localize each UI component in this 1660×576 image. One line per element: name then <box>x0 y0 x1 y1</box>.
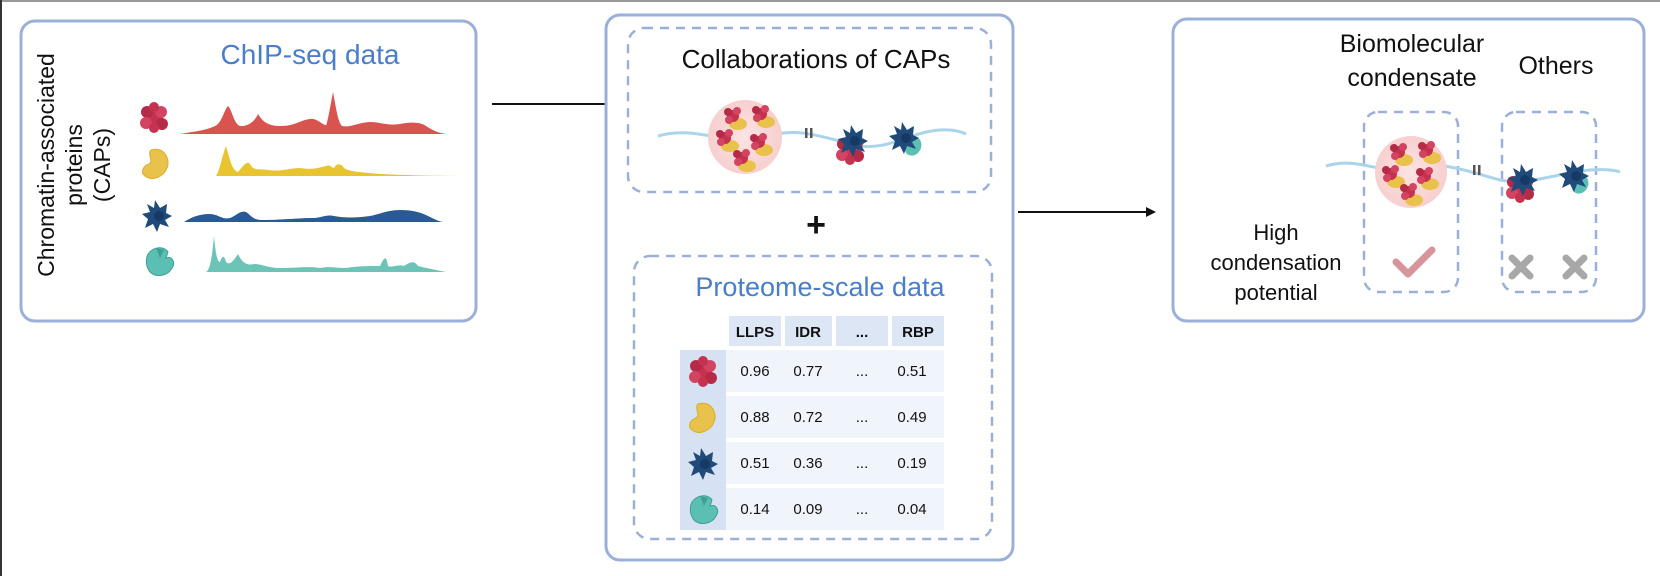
chip-track-navy <box>184 210 444 222</box>
collaboration-title: Collaborations of CAPs <box>682 44 951 74</box>
table-cell: 0.09 <box>793 501 822 518</box>
header-cell-bg <box>892 316 944 346</box>
cross-icon <box>1508 254 1534 280</box>
table-cell: 0.77 <box>793 363 822 380</box>
potential-label-line-3: potential <box>1234 280 1317 305</box>
table-cell: ... <box>856 409 869 426</box>
table-cell: 0.04 <box>897 501 926 518</box>
table-cell: 0.51 <box>897 363 926 380</box>
proteome-title: Proteome-scale data <box>695 272 945 302</box>
header-cell-bg <box>729 316 781 346</box>
header-llps: LLPS <box>736 324 774 341</box>
table-cell: 0.88 <box>740 409 769 426</box>
header-idr: IDR <box>795 324 821 341</box>
header-cell-bg <box>836 316 888 346</box>
chip-seq-panel: ChIP-seq data Chromatin-associated prote… <box>19 19 478 323</box>
caps-axis-label: Chromatin-associated proteins (CAPs) <box>33 53 115 277</box>
condensate-label-line-2: condensate <box>1347 64 1476 92</box>
condensation-panel: Biomolecular condensate Others High cond… <box>1171 17 1646 323</box>
others-label: Others <box>1518 52 1593 80</box>
chip-seq-title: ChIP-seq data <box>221 39 400 70</box>
table-cell: ... <box>856 501 869 518</box>
table-header-row: LLPS IDR ... RBP <box>729 316 944 346</box>
proteome-table: LLPS IDR ... RBP 0.96 0.77 ... 0.51 0.88… <box>680 316 944 530</box>
caps-label-line-3: (CAPs) <box>89 128 115 202</box>
header-cell-bg <box>785 316 832 346</box>
condensate-group-box <box>1362 110 1460 294</box>
dna-break-mark <box>1478 165 1481 175</box>
condensate-label-line-1: Biomolecular <box>1340 30 1485 58</box>
table-cell: ... <box>856 455 869 472</box>
caps-label-line-2: proteins <box>61 124 87 206</box>
others-group-box <box>1500 110 1598 294</box>
dna-break-mark <box>1473 165 1476 175</box>
potential-label-line-2: condensation <box>1211 250 1342 275</box>
integration-panel: Collaborations of CAPs + Proteome-scale … <box>604 13 1015 562</box>
chip-track-yellow <box>216 146 466 176</box>
proteome-box <box>632 254 994 541</box>
cross-icon <box>1562 254 1588 280</box>
check-icon <box>1392 246 1436 278</box>
header-rbp: RBP <box>902 324 934 341</box>
table-cell: 0.19 <box>897 455 926 472</box>
table-cell: 0.72 <box>793 409 822 426</box>
table-cell: 0.49 <box>897 409 926 426</box>
table-cell: 0.14 <box>740 501 769 518</box>
chip-track-teal <box>206 236 446 272</box>
chip-track-red <box>180 92 448 134</box>
caps-label-line-1: Chromatin-associated <box>33 53 59 277</box>
header-ellipsis: ... <box>856 324 869 341</box>
table-cell: 0.36 <box>793 455 822 472</box>
dna-break-mark <box>805 128 808 138</box>
dna-break-mark <box>810 128 813 138</box>
table-cell: 0.96 <box>740 363 769 380</box>
plus-sign: + <box>806 206 826 244</box>
table-cell: 0.51 <box>740 455 769 472</box>
potential-label-line-1: High <box>1253 220 1298 245</box>
collaboration-box <box>626 26 993 194</box>
table-cell: ... <box>856 363 869 380</box>
